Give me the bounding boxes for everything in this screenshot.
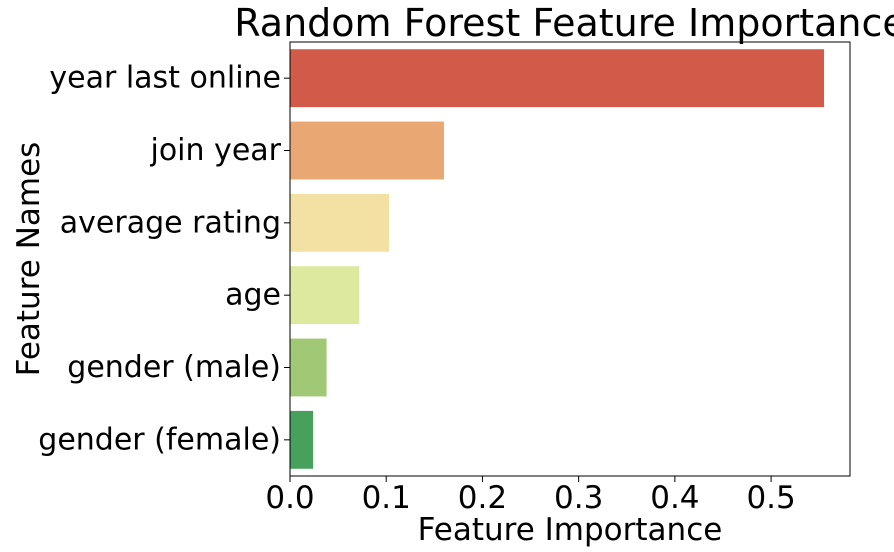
chart-title: Random Forest Feature Importance <box>234 1 894 45</box>
bar <box>290 193 390 252</box>
x-axis-ticks: 0.0 0.1 0.2 0.3 0.4 0.5 <box>265 476 796 516</box>
x-tick-label: 0.3 <box>554 480 603 516</box>
bar <box>290 338 327 397</box>
y-tick-label: age <box>225 278 281 313</box>
y-tick-label: year last online <box>49 61 281 96</box>
plot-area-frame <box>289 41 851 477</box>
y-axis-label: Feature Names <box>11 142 47 377</box>
y-tick-label: average rating <box>60 205 281 240</box>
x-tick-label: 0.2 <box>458 480 507 516</box>
bar <box>290 121 444 180</box>
bar <box>290 410 314 469</box>
y-tick-label: gender (female) <box>38 422 281 457</box>
x-tick-label: 0.5 <box>746 480 795 516</box>
x-axis-label: Feature Importance <box>418 512 723 548</box>
y-axis-ticks: year last online join year average rating a… <box>38 61 290 457</box>
bar <box>290 49 825 108</box>
y-tick-label: join year <box>149 133 281 168</box>
y-tick-label: gender (male) <box>67 350 281 385</box>
x-tick-label: 0.4 <box>650 480 699 516</box>
bar <box>290 266 360 325</box>
x-tick-label: 0.0 <box>265 480 314 516</box>
bars-group <box>290 49 825 469</box>
x-tick-label: 0.1 <box>362 480 411 516</box>
